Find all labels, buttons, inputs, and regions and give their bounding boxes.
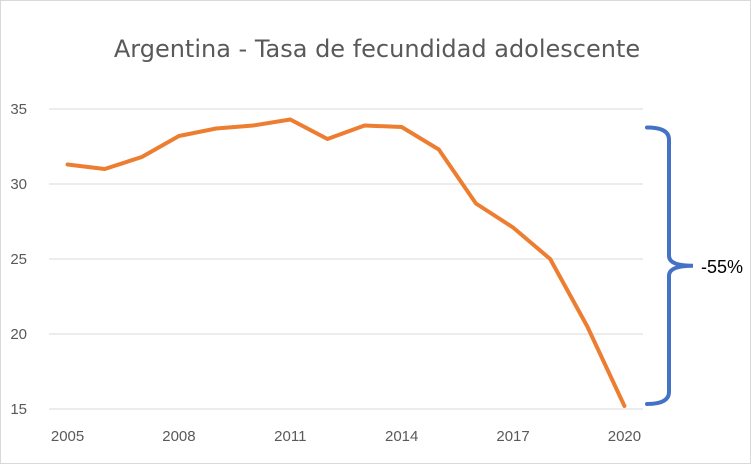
series-group xyxy=(67,119,624,406)
x-tick-label: 2017 xyxy=(496,428,529,445)
y-axis-ticks: 15 20 25 30 35 xyxy=(10,101,27,418)
y-tick-label: 15 xyxy=(10,401,27,418)
annotation-label: -55% xyxy=(701,257,743,277)
chart-title: Argentina - Tasa de fecundidad adolescen… xyxy=(114,35,640,63)
y-tick-label: 25 xyxy=(10,251,27,268)
series-line xyxy=(68,120,625,407)
x-tick-label: 2011 xyxy=(274,428,306,445)
y-tick-label: 30 xyxy=(10,176,27,193)
y-tick-label: 20 xyxy=(10,326,27,343)
x-tick-label: 2008 xyxy=(162,428,195,445)
x-tick-label: 2005 xyxy=(51,428,84,445)
x-axis-ticks: 2005 2008 2011 2014 2017 2020 xyxy=(51,428,641,445)
x-tick-label: 2020 xyxy=(608,428,641,445)
annotation-bracket xyxy=(647,128,693,405)
x-tick-label: 2014 xyxy=(385,428,418,445)
y-tick-label: 35 xyxy=(10,101,27,118)
annotation-group: -55% xyxy=(647,128,743,405)
gridlines xyxy=(49,109,643,409)
